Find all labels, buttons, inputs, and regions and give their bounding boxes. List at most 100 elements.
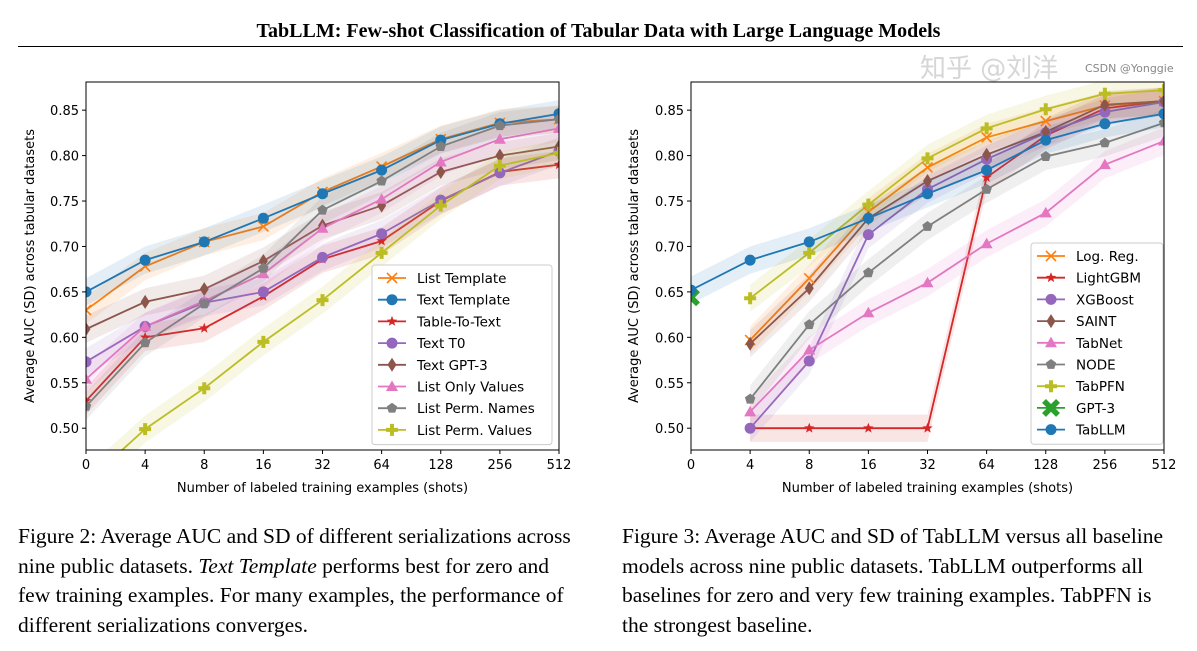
confidence-band bbox=[750, 82, 1164, 312]
data-point bbox=[803, 246, 816, 259]
legend-label: LightGBM bbox=[1076, 271, 1141, 287]
confidence-band bbox=[750, 109, 1164, 413]
confidence-band bbox=[750, 87, 1164, 354]
legend-label: NODE bbox=[1076, 358, 1116, 374]
data-point bbox=[804, 319, 815, 330]
confidence-band bbox=[107, 139, 559, 450]
data-point bbox=[863, 267, 874, 278]
confidence-band bbox=[86, 105, 559, 421]
data-point bbox=[375, 193, 388, 204]
data-point bbox=[317, 204, 328, 215]
data-point bbox=[803, 355, 815, 367]
y-tick-label: 0.85 bbox=[655, 104, 684, 119]
y-tick-label: 0.80 bbox=[655, 150, 684, 165]
y-tick-label: 0.65 bbox=[655, 286, 684, 301]
legend-label: Text T0 bbox=[416, 336, 465, 352]
y-tick-label: 0.65 bbox=[50, 286, 79, 301]
data-point bbox=[493, 133, 506, 144]
data-point bbox=[553, 159, 559, 170]
data-point bbox=[1040, 134, 1052, 146]
data-point bbox=[921, 161, 934, 173]
x-tick-label: 4 bbox=[746, 458, 754, 473]
y-tick-label: 0.80 bbox=[50, 150, 79, 165]
data-point bbox=[86, 356, 92, 368]
data-point bbox=[803, 344, 816, 355]
data-point bbox=[981, 183, 992, 194]
y-tick-label: 0.75 bbox=[655, 195, 684, 210]
y-tick-label: 0.60 bbox=[655, 331, 684, 346]
data-point bbox=[199, 322, 210, 333]
series-line bbox=[749, 89, 1164, 299]
chart-2: 0 4 8 16 32 64 128 256 512 0.50 0.55 0.60 0.65 0.70 0.… bbox=[627, 81, 1176, 496]
data-point bbox=[922, 221, 933, 231]
legend-label: TabPFN bbox=[1075, 379, 1125, 395]
data-point bbox=[922, 422, 933, 433]
x-tick-label: 32 bbox=[314, 458, 331, 473]
legend-label: List Only Values bbox=[417, 380, 524, 396]
data-point bbox=[691, 284, 697, 296]
data-point bbox=[199, 298, 210, 309]
data-point bbox=[744, 405, 757, 417]
caption-emphasis: Text Template bbox=[198, 553, 317, 578]
data-point bbox=[1039, 103, 1052, 116]
data-point bbox=[745, 336, 755, 351]
data-point bbox=[553, 122, 559, 133]
confidence-band bbox=[86, 114, 559, 393]
data-point bbox=[86, 322, 91, 337]
y-tick-label: 0.70 bbox=[50, 240, 79, 255]
legend-label: Text Template bbox=[416, 293, 510, 309]
data-point bbox=[86, 400, 92, 411]
x-tick-label: 64 bbox=[978, 458, 995, 473]
data-point bbox=[862, 198, 875, 211]
x-tick-label: 512 bbox=[547, 458, 572, 473]
caption-text: performs best for zero and few training … bbox=[18, 553, 564, 637]
data-point bbox=[553, 113, 559, 124]
legend-label: Log. Reg. bbox=[1076, 249, 1139, 265]
x-axis-label: Number of labeled training examples (sho… bbox=[782, 481, 1073, 496]
zhihu-watermark: 知乎 @刘洋 bbox=[920, 54, 1059, 84]
legend-marker bbox=[1046, 314, 1056, 329]
data-point bbox=[1158, 117, 1164, 128]
data-point bbox=[804, 281, 814, 296]
data-point bbox=[199, 282, 209, 297]
data-point bbox=[744, 422, 756, 434]
data-point bbox=[1040, 115, 1052, 127]
y-axis-label: Average AUC (SD) across tabular datasets bbox=[627, 129, 642, 403]
data-point bbox=[257, 335, 270, 348]
data-point bbox=[257, 286, 269, 298]
confidence-band bbox=[86, 100, 559, 306]
legend-marker bbox=[387, 357, 397, 372]
figures: 0 4 8 16 32 64 128 256 512 0.50 0.55 0.60 0.65 0.70 0.… bbox=[23, 81, 1176, 496]
caption-label: Figure 2: bbox=[18, 524, 97, 548]
x-tick-label: 32 bbox=[919, 458, 936, 473]
data-point bbox=[375, 246, 388, 259]
data-point bbox=[86, 286, 92, 298]
legend-marker bbox=[386, 337, 398, 349]
data-point bbox=[80, 477, 92, 489]
data-point bbox=[317, 251, 328, 263]
legend-box bbox=[371, 264, 553, 446]
confidence-band bbox=[750, 87, 1164, 358]
plot-area bbox=[80, 100, 559, 489]
data-point bbox=[921, 152, 934, 165]
caption-text: Average AUC and SD of different serializ… bbox=[18, 524, 571, 578]
data-point bbox=[804, 422, 815, 433]
caption-label: Figure 3: bbox=[622, 524, 701, 548]
data-point bbox=[803, 236, 815, 248]
figure-3-caption: Figure 3: Average AUC and SD of TabLLM v… bbox=[622, 522, 1182, 640]
series-line bbox=[749, 122, 1164, 400]
data-point bbox=[744, 393, 756, 404]
legend-marker bbox=[386, 380, 398, 391]
data-point bbox=[1158, 108, 1164, 120]
legend-marker bbox=[386, 272, 398, 284]
y-axis-label: Average AUC (SD) across tabular datasets bbox=[23, 129, 38, 403]
y-tick-label: 0.75 bbox=[50, 195, 79, 210]
data-point bbox=[1158, 135, 1164, 146]
legend-marker bbox=[386, 315, 398, 326]
x-tick-label: 128 bbox=[1033, 458, 1058, 473]
series-line bbox=[749, 100, 1164, 345]
data-point bbox=[436, 164, 446, 179]
data-point bbox=[317, 188, 328, 200]
legend-label: List Perm. Values bbox=[417, 423, 532, 439]
data-point bbox=[435, 134, 447, 146]
